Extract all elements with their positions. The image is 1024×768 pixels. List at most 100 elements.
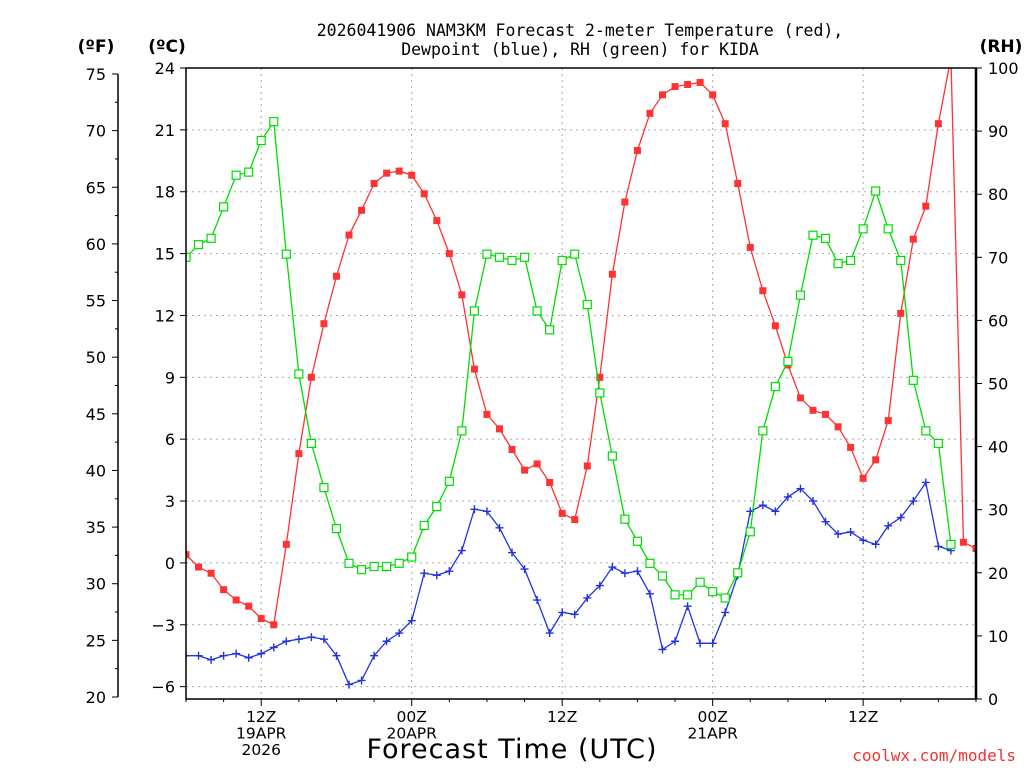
- temperature-point: [245, 602, 253, 610]
- temperature-point: [383, 169, 391, 177]
- dewpoint-point: [420, 569, 429, 578]
- temperature-point: [621, 198, 629, 206]
- rh-point: [507, 255, 517, 266]
- temperature-point: [508, 445, 516, 453]
- time-tick-label: 21APR: [687, 725, 738, 743]
- dewpoint-point: [495, 523, 504, 532]
- celsius-tick-label: 18: [155, 183, 175, 202]
- dewpoint-point: [921, 478, 930, 487]
- rh-point: [186, 252, 191, 262]
- dewpoint-point: [533, 596, 542, 605]
- fahrenheit-tick-label: 55: [86, 292, 106, 311]
- fahrenheit-tick-label: 65: [86, 178, 106, 197]
- rh-point: [382, 561, 392, 572]
- temperature-point: [646, 109, 654, 117]
- dewpoint-point: [909, 497, 918, 506]
- dewpoint-point: [771, 507, 780, 516]
- celsius-tick-label: 9: [165, 368, 175, 387]
- temperature-point: [709, 91, 717, 99]
- rh-point: [281, 249, 291, 259]
- rh-point: [645, 558, 655, 568]
- dewpoint-point: [232, 649, 241, 658]
- celsius-axis: 24 21 18 15 12 9 6 3 0 −3 −6: [151, 59, 186, 697]
- dewpoint-point: [859, 536, 868, 545]
- temperature-point: [746, 243, 754, 251]
- temperature-point: [571, 516, 579, 524]
- rh-tick-label: 70: [988, 248, 1008, 267]
- temperature-point: [307, 373, 315, 381]
- temperature-point: [659, 91, 667, 99]
- rh-point: [620, 514, 630, 524]
- time-tick-label: 12Z: [246, 708, 276, 726]
- rh-point: [758, 426, 768, 436]
- x-axis-title: Forecast Time (UTC): [366, 734, 657, 765]
- temperature-point: [370, 179, 378, 187]
- dewpoint-point: [633, 567, 642, 576]
- dewpoint-point: [269, 643, 278, 652]
- rh-point: [682, 590, 693, 600]
- time-tick-label: 00Z: [397, 708, 427, 726]
- dewpoint-point: [558, 608, 567, 617]
- rh-point: [407, 552, 417, 562]
- rh-axis-unit-label: (RH): [980, 37, 1023, 57]
- dewpoint-point: [570, 610, 579, 619]
- dewpoint-point: [896, 513, 905, 522]
- rh-point: [419, 520, 429, 531]
- rh-tick-label: 90: [988, 122, 1008, 141]
- dewpoint-point: [934, 542, 943, 551]
- fahrenheit-axis: 75 70 65 60 55 50 45 40 35 30 25 20: [86, 65, 119, 707]
- dewpoint-point: [884, 521, 893, 530]
- dewpoint-point: [721, 608, 730, 617]
- temperature-point: [186, 551, 190, 559]
- rh-point: [820, 233, 831, 243]
- time-tick-label: 2026: [242, 741, 281, 759]
- temperature-point: [721, 120, 729, 128]
- temperature-point: [608, 270, 616, 278]
- temperature-point: [195, 563, 203, 571]
- temperature-point: [872, 456, 880, 464]
- dewpoint-point: [319, 635, 328, 644]
- temperature-point: [972, 544, 976, 552]
- dewpoint-point: [370, 651, 379, 660]
- rh-point: [219, 202, 229, 212]
- temperature-point: [433, 217, 441, 225]
- rh-point: [795, 290, 806, 300]
- dewpoint-point: [583, 593, 592, 602]
- temperature-point: [834, 423, 842, 431]
- rh-tick-label: 0: [988, 690, 998, 709]
- temperature-point: [408, 171, 416, 179]
- temperature-point: [220, 586, 228, 594]
- rh-point: [482, 249, 492, 259]
- temperature-point: [684, 80, 692, 88]
- temperature-point: [633, 146, 641, 154]
- rh-point: [457, 426, 467, 436]
- rh-point: [657, 571, 668, 581]
- dewpoint-point: [257, 649, 266, 658]
- temperature-point: [358, 206, 366, 214]
- celsius-tick-label: −6: [151, 678, 175, 697]
- fahrenheit-tick-label: 20: [86, 688, 106, 707]
- rh-point: [733, 568, 743, 578]
- rh-point: [519, 252, 530, 262]
- rh-point: [908, 375, 918, 385]
- dewpoint-point: [382, 637, 391, 646]
- dewpoint-point: [207, 655, 216, 664]
- fahrenheit-tick-label: 60: [86, 235, 106, 254]
- temperature-point: [759, 287, 767, 295]
- temperature-point: [859, 474, 867, 482]
- temperature-point: [458, 291, 466, 299]
- dewpoint-point: [696, 639, 705, 648]
- series-layer: [186, 68, 976, 689]
- rh-point: [532, 306, 542, 316]
- temperature-point: [734, 179, 742, 187]
- temperature-point: [483, 410, 491, 418]
- dewpoint-point: [395, 629, 404, 638]
- rh-point: [933, 438, 943, 449]
- rh-point: [921, 426, 931, 436]
- temperature-point: [558, 509, 566, 517]
- fahrenheit-axis-unit-label: (ºF): [78, 37, 115, 57]
- dewpoint-point: [595, 581, 604, 590]
- grid-layer: [186, 68, 976, 699]
- temperature-point: [207, 569, 215, 577]
- rh-line: [186, 119, 952, 599]
